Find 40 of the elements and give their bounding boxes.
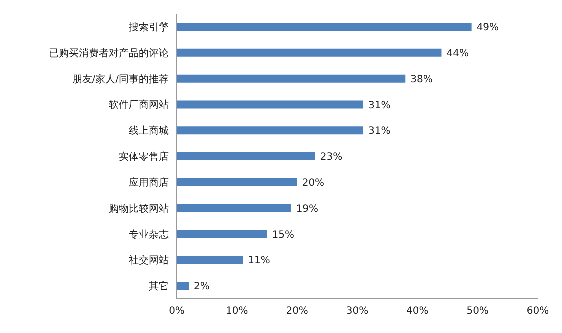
y-tick-label: 实体零售店 <box>119 151 169 164</box>
bar <box>177 74 406 83</box>
x-tick-label: 50% <box>466 306 489 318</box>
x-tick-label: 40% <box>406 306 429 318</box>
bar <box>177 23 472 31</box>
y-tick-label: 其它 <box>149 280 169 293</box>
bar <box>177 152 316 161</box>
bar <box>177 256 244 264</box>
bar <box>177 126 364 135</box>
y-tick-label: 应用商店 <box>129 176 169 189</box>
x-tick-label: 60% <box>526 306 550 318</box>
y-tick-label: 线上商城 <box>129 125 169 138</box>
data-label: 49% <box>476 22 500 34</box>
data-label: 20% <box>302 178 325 190</box>
data-label: 2% <box>194 282 210 293</box>
y-tick-label: 专业杂志 <box>129 228 169 241</box>
bar <box>177 178 298 186</box>
y-tick-label: 软件厂商网站 <box>109 99 169 112</box>
bar <box>177 230 268 238</box>
x-tick-label: 10% <box>226 306 248 318</box>
data-label: 31% <box>368 126 391 138</box>
data-label: 38% <box>410 74 433 86</box>
data-label: 23% <box>320 152 343 164</box>
y-tick-label: 社交网站 <box>129 254 169 267</box>
y-tick-label: 朋友/家人/同事的推荐 <box>72 73 169 86</box>
data-label: 11% <box>248 256 270 267</box>
y-tick-label: 搜索引擎 <box>129 22 169 34</box>
bar <box>177 100 364 109</box>
y-tick-label: 购物比较网站 <box>109 202 169 215</box>
x-tick-label: 30% <box>346 306 369 318</box>
bar <box>177 204 292 212</box>
data-label: 15% <box>272 230 294 241</box>
x-tick-label: 20% <box>286 306 308 318</box>
data-label: 44% <box>446 48 469 60</box>
data-label: 19% <box>296 204 319 215</box>
bar <box>177 48 442 57</box>
y-tick-label: 已购买消费者对产品的评论 <box>49 47 169 60</box>
bar <box>177 282 190 290</box>
data-label: 31% <box>368 100 391 112</box>
x-tick-label: 0% <box>169 306 185 318</box>
